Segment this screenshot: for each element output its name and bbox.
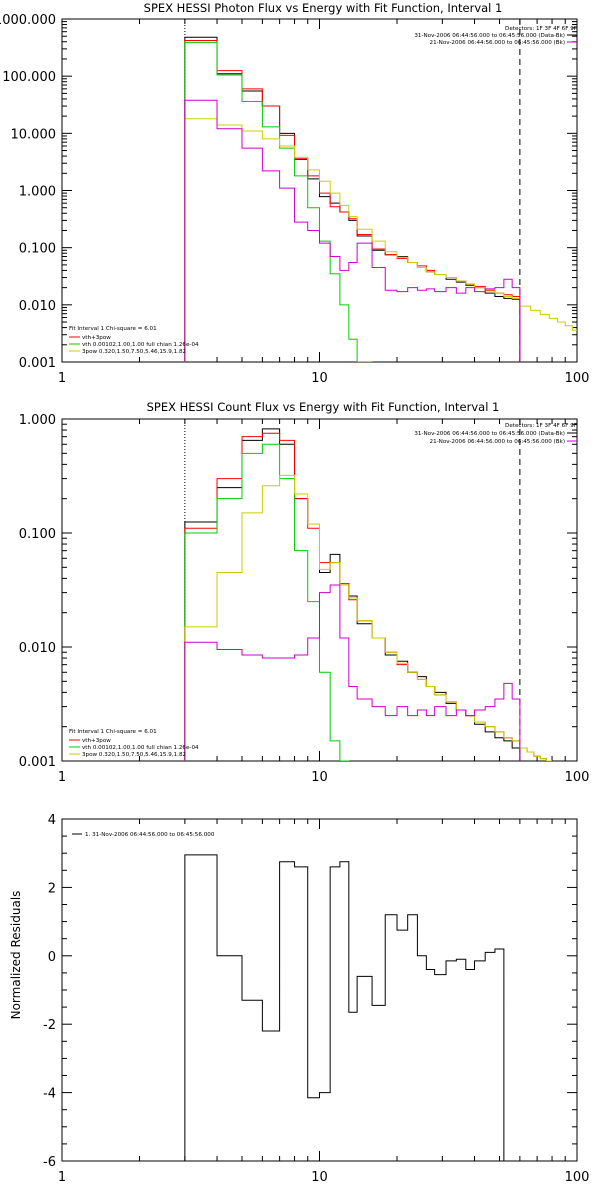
series-line-bk	[184, 99, 521, 362]
y-axis-label: Normalized Residuals	[9, 891, 23, 1020]
axes-frame	[61, 418, 578, 762]
series-line-vth-3pow	[184, 40, 521, 362]
series-layer	[184, 854, 505, 1161]
x-tick-label: 1	[58, 1170, 66, 1185]
x-tick-label: 10	[311, 1170, 328, 1185]
legend-entry: 1. 31-Nov-2006 06:44:56.000 to 06:45:56.…	[85, 832, 215, 838]
legend-entry-background: 21-Nov-2006 06:44:56.000 to 06:45:56.000…	[430, 439, 565, 445]
fit-entry-vth-3pow: vth+3pow	[82, 738, 111, 744]
y-tick-label: 0.010	[19, 299, 56, 314]
axes-frame	[61, 818, 578, 1162]
legend-left: 1. 31-Nov-2006 06:44:56.000 to 06:45:56.…	[72, 832, 215, 838]
series-line-residuals	[184, 854, 505, 1161]
legend-right: Detectors: 1F 3F 4F 6F 9F 31-Nov-2006 06…	[414, 26, 577, 46]
photon-flux-chart: SPEX HESSI Photon Flux vs Energy with Fi…	[0, 1, 589, 386]
y-tick-label: 0.100	[19, 242, 56, 257]
y-tick-label: 1000.000	[0, 13, 56, 28]
x-tick-label: 10	[311, 770, 328, 785]
plot-area: 1 10 100 0.001 0.010 0.100 1.000 10.000 100.000 1…	[0, 13, 589, 386]
x-tick-label: 100	[565, 770, 590, 785]
series-line-vth	[184, 443, 350, 761]
plot-area: 1 10 100 0.001 0.010 0.100 1.000	[19, 413, 590, 785]
y-tick-label: -2	[43, 1018, 56, 1033]
plot-area: 1 10 100 -6 -4 -2 0 2 4	[43, 813, 589, 1185]
series-line-vth	[184, 41, 373, 362]
residuals-chart: 1 10 100 -6 -4 -2 0 2 4 Normalized Residuals 1. …	[9, 813, 589, 1185]
count-flux-chart: SPEX HESSI Count Flux vs Energy with Fit…	[19, 400, 590, 785]
series-line-data-bk	[184, 428, 521, 761]
fit-entry-vth: vth 0.00102,1.00,1.00 full chian 1.26e-0…	[82, 745, 199, 751]
y-tick-label: 0	[48, 950, 56, 965]
y-tick-label: 0.001	[19, 356, 56, 371]
legend-left: Fit Interval 1 Chi-square = 6.01 vth+3po…	[69, 729, 199, 758]
y-tick-label: 10.000	[11, 127, 57, 142]
fit-header: Fit Interval 1 Chi-square = 6.01	[69, 326, 157, 332]
chart-title: SPEX HESSI Count Flux vs Energy with Fit…	[147, 400, 500, 414]
legend-entry-data: 31-Nov-2006 06:44:56.000 to 06:45:56.000…	[414, 33, 565, 39]
legend-right: Detectors: 1F 3F 4F 6F 9F 31-Nov-2006 06…	[414, 423, 577, 445]
series-layer	[184, 19, 577, 362]
y-tick-label: 4	[48, 813, 56, 828]
fit-entry-3pow: 3pow 0.320,1.50,7.50,5.46,15.9,1.82	[82, 349, 186, 355]
x-tick-label: 100	[565, 1170, 590, 1185]
y-tick-label: 0.010	[19, 641, 56, 656]
y-tick-label: 100.000	[2, 70, 56, 85]
x-tick-label: 1	[58, 371, 66, 386]
legend-left: Fit Interval 1 Chi-square = 6.01 vth+3po…	[69, 326, 199, 355]
x-tick-label: 1	[58, 770, 66, 785]
fit-header: Fit Interval 1 Chi-square = 6.01	[69, 729, 157, 735]
fit-entry-vth-3pow: vth+3pow	[82, 335, 111, 341]
legend-entry-background: 21-Nov-2006 06:44:56.000 to 06:45:56.000…	[430, 40, 565, 46]
y-tick-label: 2	[48, 881, 56, 896]
fit-entry-3pow: 3pow 0.320,1.50,7.50,5.46,15.9,1.82	[82, 752, 186, 758]
x-tick-label: 10	[311, 371, 328, 386]
series-line-3pow	[184, 474, 553, 761]
y-tick-label: 0.100	[19, 527, 56, 542]
y-tick-label: 1.000	[19, 185, 56, 200]
legend-entry-data: 31-Nov-2006 06:44:56.000 to 06:45:56.000…	[414, 431, 565, 437]
y-tick-label: 0.001	[19, 755, 56, 770]
y-tick-label: -6	[43, 1155, 56, 1170]
legend-header: Detectors: 1F 3F 4F 6F 9F	[505, 26, 577, 32]
series-line-3pow	[184, 118, 577, 362]
series-line-data-bk	[184, 36, 521, 362]
y-tick-label: 1.000	[19, 413, 56, 428]
chart-title: SPEX HESSI Photon Flux vs Energy with Fi…	[144, 1, 503, 15]
y-tick-label: -4	[43, 1087, 56, 1102]
series-layer	[184, 419, 553, 761]
series-line-bk	[184, 584, 521, 761]
legend-header: Detectors: 1F 3F 4F 6F 9F	[505, 423, 577, 429]
fit-entry-vth: vth 0.00102,1.00,1.00 full chian 1.26e-0…	[82, 342, 199, 348]
series-line-vth-3pow	[184, 432, 553, 761]
x-tick-label: 100	[565, 371, 590, 386]
